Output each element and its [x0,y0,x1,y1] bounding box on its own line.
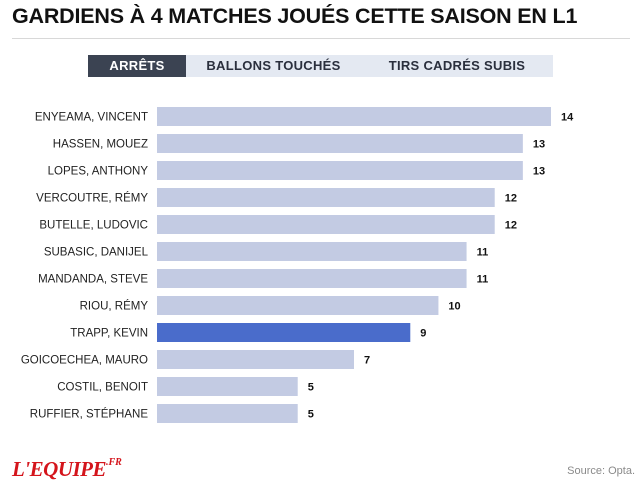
tab-arrets[interactable]: ARRÊTS [88,55,186,77]
source-note: Source: Opta. [567,465,635,477]
metric-tabs: ARRÊTS BALLONS TOUCHÉS TIRS CADRÉS SUBIS [88,55,553,77]
category-label-lopes-anthony: LOPES, ANTHONY [48,166,149,178]
bar-trapp-kevin [157,323,411,342]
bar-mandanda-steve [157,269,467,288]
bar-riou-remy [157,296,439,315]
value-label-riou-remy: 10 [448,301,460,313]
value-label-ruffier-stephane: 5 [308,409,314,421]
category-label-subasic-danijel: SUBASIC, DANIJEL [44,247,149,259]
tab-tirs-cadres-subis[interactable]: TIRS CADRÉS SUBIS [388,58,526,73]
title-divider [12,38,630,39]
category-label-trapp-kevin: TRAPP, KEVIN [70,328,148,340]
value-label-subasic-danijel: 11 [477,247,489,259]
value-label-vercoutre-remy: 12 [505,193,517,205]
bar-hassen-mouez [157,134,523,153]
value-label-trapp-kevin: 9 [420,328,426,340]
value-label-hassen-mouez: 13 [533,139,545,151]
bar-subasic-danijel [157,242,467,261]
bar-chart: ENYEAMA, VINCENT 14 HASSEN, MOUEZ 13 LOPES, … [21,107,574,423]
value-label-lopes-anthony: 13 [533,166,545,178]
value-label-butelle-ludovic: 12 [505,220,517,232]
bar-butelle-ludovic [157,215,495,234]
bar-vercoutre-remy [157,188,495,207]
category-label-riou-remy: RIOU, RÉMY [80,300,149,313]
category-label-vercoutre-remy: VERCOUTRE, RÉMY [36,192,148,205]
category-label-butelle-ludovic: BUTELLE, LUDOVIC [39,220,148,232]
tab-ballons-touches[interactable]: BALLONS TOUCHÉS [206,58,341,73]
value-label-enyeama-vincent: 14 [561,112,574,124]
category-label-enyeama-vincent: ENYEAMA, VINCENT [35,112,148,124]
bar-lopes-anthony [157,161,523,180]
category-label-costil-benoit: COSTIL, BENOIT [57,382,148,394]
category-label-mandanda-steve: MANDANDA, STEVE [38,274,148,286]
value-label-mandanda-steve: 11 [477,274,489,286]
category-label-ruffier-stephane: RUFFIER, STÉPHANE [30,408,149,421]
category-label-goicoechea-mauro: GOICOECHEA, MAURO [21,355,148,367]
value-label-goicoechea-mauro: 7 [364,355,370,367]
value-label-costil-benoit: 5 [308,382,314,394]
bar-costil-benoit [157,377,298,396]
bar-enyeama-vincent [157,107,551,126]
bar-ruffier-stephane [157,404,298,423]
bar-goicoechea-mauro [157,350,354,369]
category-label-hassen-mouez: HASSEN, MOUEZ [53,139,148,151]
chart-title: GARDIENS À 4 MATCHES JOUÉS CETTE SAISON … [12,4,578,28]
lequipe-logo: L'EQUIPE.FR [12,457,122,481]
